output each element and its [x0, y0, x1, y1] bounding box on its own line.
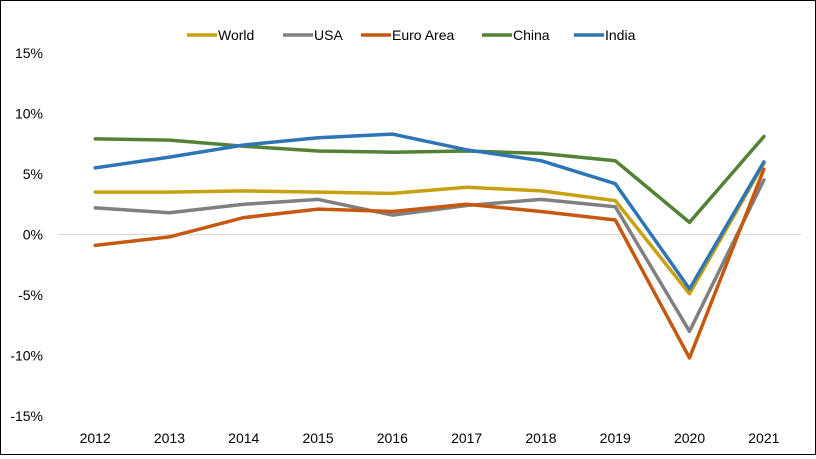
legend-label-china: China — [513, 27, 550, 43]
y-axis: -15% -10% -5% 0% 5% 10% 15% — [10, 45, 43, 424]
legend-label-usa: USA — [314, 27, 343, 43]
y-tick-label: -15% — [10, 408, 43, 424]
x-tick-label: 2021 — [748, 430, 779, 446]
legend: World USA Euro Area China India — [187, 27, 636, 43]
y-tick-label: 15% — [15, 45, 43, 61]
x-tick-label: 2017 — [451, 430, 482, 446]
legend-label-world: World — [218, 27, 254, 43]
x-tick-label: 2015 — [302, 430, 333, 446]
x-tick-label: 2013 — [154, 430, 185, 446]
y-tick-label: -10% — [10, 348, 43, 364]
legend-label-india: India — [605, 27, 636, 43]
x-tick-label: 2019 — [600, 430, 631, 446]
y-tick-label: 10% — [15, 106, 43, 122]
y-tick-label: 0% — [23, 227, 43, 243]
x-axis: 2012 2013 2014 2015 2016 2017 2018 2019 2020 2021 — [80, 430, 780, 446]
series-line-china — [93, 134, 766, 225]
x-tick-label: 2014 — [228, 430, 259, 446]
series-line-world — [93, 161, 766, 296]
x-tick-label: 2020 — [674, 430, 705, 446]
series-line-euro-area — [93, 167, 766, 360]
x-tick-label: 2016 — [377, 430, 408, 446]
y-tick-label: 5% — [23, 166, 43, 182]
series-lines — [93, 132, 766, 360]
legend-label-euro-area: Euro Area — [392, 27, 454, 43]
y-tick-label: -5% — [18, 287, 43, 303]
x-tick-label: 2018 — [525, 430, 556, 446]
x-tick-label: 2012 — [80, 430, 111, 446]
series-line-india — [93, 132, 766, 291]
series-line-usa — [93, 178, 766, 334]
